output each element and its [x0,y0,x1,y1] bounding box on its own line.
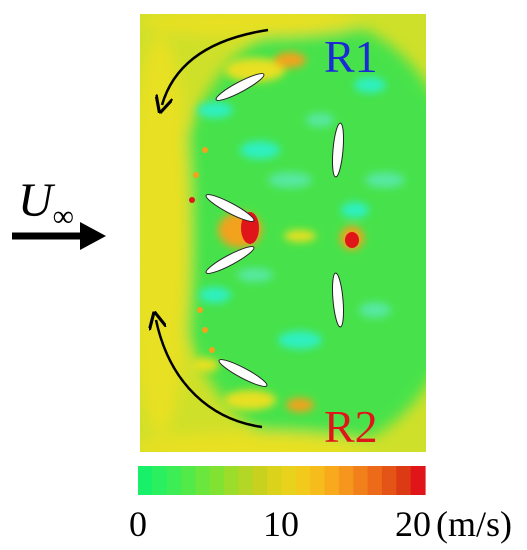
blade [215,73,265,101]
field-patch [224,390,276,410]
colorbar-swatch [238,466,254,495]
colorbar-swatch [209,466,225,495]
rotation-arrow-lower [156,320,263,429]
freestream-arrow [12,222,106,250]
field-top-yellow [140,14,360,36]
colorbar-swatch [181,466,196,495]
field-patch [278,331,322,349]
rotor-label-r2: R2 [324,401,378,452]
field-patch [225,58,285,82]
field-patch [365,172,405,188]
field-patch [197,102,233,118]
colorbar-swatch [295,466,311,495]
colorbar-unit: (m/s) [436,504,512,544]
blade [218,359,268,387]
colorbar-tick-label: 20 [395,504,431,544]
colorbar-swatch [396,466,412,495]
colorbar-tick-label: 0 [129,504,147,544]
colorbar-swatch [410,466,426,495]
colorbar-swatch [338,466,354,495]
colorbar-swatch [310,466,326,495]
colorbar-swatch [267,466,283,495]
field-patch [341,202,369,218]
colorbar-swatch [381,466,397,495]
freestream-subscript: ∞ [53,200,74,233]
field-patch [274,52,306,68]
field-bottom-yellow [140,432,370,452]
freestream-label: U∞ [18,174,74,233]
colorbar-swatch [152,466,168,495]
blade [331,272,345,328]
rotor-blades [205,73,345,387]
field-patch [237,268,273,282]
field-patch [199,287,231,303]
field-patch [286,398,314,412]
colorbar-swatch [252,466,268,495]
field-left-yellow-band [140,35,190,435]
field-patch [191,358,219,372]
colorbar-swatch [224,466,240,495]
field-wake-region [170,20,426,450]
field-patch [284,230,316,242]
colorbar-swatch [195,466,211,495]
field-patch [306,113,334,127]
blade [331,122,345,178]
blade [205,246,255,274]
field-patch [354,77,386,93]
colorbar-tick-label: 10 [263,504,299,544]
blade [205,194,255,222]
rotation-arrow-upper [162,28,269,105]
field-dots [189,147,215,353]
field-patch [240,141,280,159]
freestream-symbol: U [18,174,56,227]
colorbar-swatch [166,466,182,495]
colorbar-swatch [281,466,297,495]
colorbar-swatch [138,466,153,495]
colorbar-swatch [367,466,383,495]
colorbar-ticks: 0 10 20 (m/s) [129,504,512,544]
rotor-label-r1: R1 [324,31,378,82]
velocity-contour-field [140,14,426,452]
field-patch [268,172,312,188]
field-red-core [345,232,359,248]
colorbar-swatch [324,466,340,495]
colorbar-swatch [353,466,369,495]
field-patch [359,302,391,318]
colorbar [138,466,426,495]
